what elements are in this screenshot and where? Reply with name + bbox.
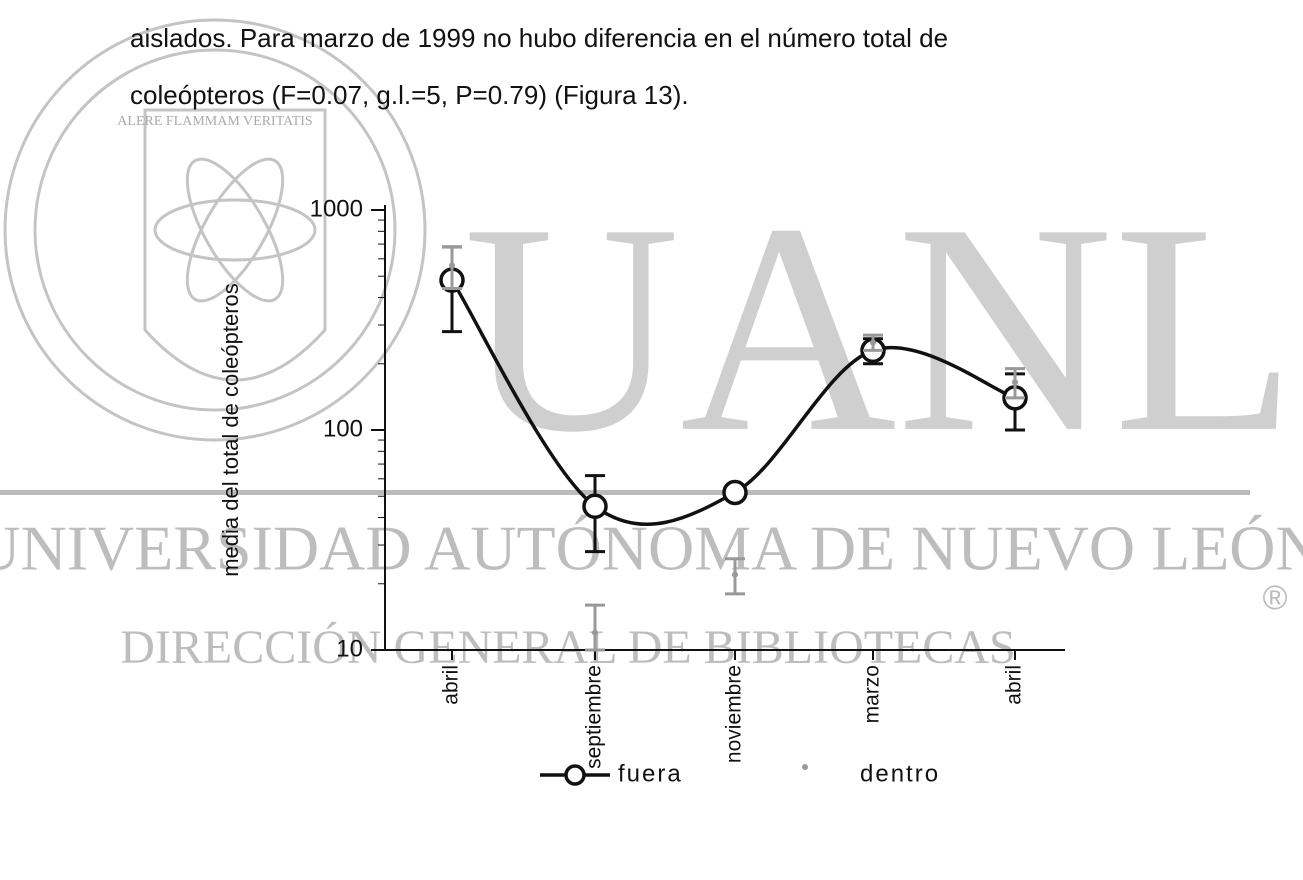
seal-atom xyxy=(185,157,285,303)
point xyxy=(732,571,738,578)
point xyxy=(1012,379,1018,386)
y-tick-label: 100 xyxy=(323,415,363,442)
point xyxy=(722,479,748,506)
point xyxy=(582,493,608,520)
legend-marker xyxy=(802,764,808,770)
y-tick-label: 1000 xyxy=(310,195,363,222)
seal-atom xyxy=(185,157,285,303)
point xyxy=(870,339,876,346)
legend-marker xyxy=(564,764,586,786)
seal-ring xyxy=(33,48,397,412)
y-tick-label: 10 xyxy=(336,635,363,662)
paragraph-line: aislados. Para marzo de 1999 no hubo dif… xyxy=(130,23,948,53)
watermark-department: DIRECCIÓN GENERAL DE BIBLIOTECAS xyxy=(120,620,1016,674)
legend-label: dentro xyxy=(860,760,940,787)
legend-label: fuera xyxy=(618,760,683,787)
seal-shield xyxy=(143,108,327,382)
x-tick-label: abril xyxy=(440,665,463,705)
x-tick-label: septiembre xyxy=(583,665,606,769)
point xyxy=(592,629,598,636)
watermark-registered: ® xyxy=(1262,579,1287,617)
seal-motto: ALERE FLAMMAM VERITATIS xyxy=(117,114,312,129)
watermark-rule xyxy=(0,490,1250,495)
seal-atom xyxy=(153,198,317,262)
point xyxy=(449,262,455,269)
seal xyxy=(3,18,427,442)
paragraph-line: coleópteros (F=0.07, g.l.=5, P=0.79) (Fi… xyxy=(130,80,689,110)
seal-ring xyxy=(3,18,427,442)
y-axis-label: media del total de coleópteros xyxy=(218,283,243,577)
x-tick-label: abril xyxy=(1003,665,1026,705)
x-tick-label: marzo xyxy=(861,665,884,723)
x-tick-label: noviembre xyxy=(723,665,746,763)
watermark-logo: UANL xyxy=(463,162,1296,494)
error-bar xyxy=(585,603,605,652)
